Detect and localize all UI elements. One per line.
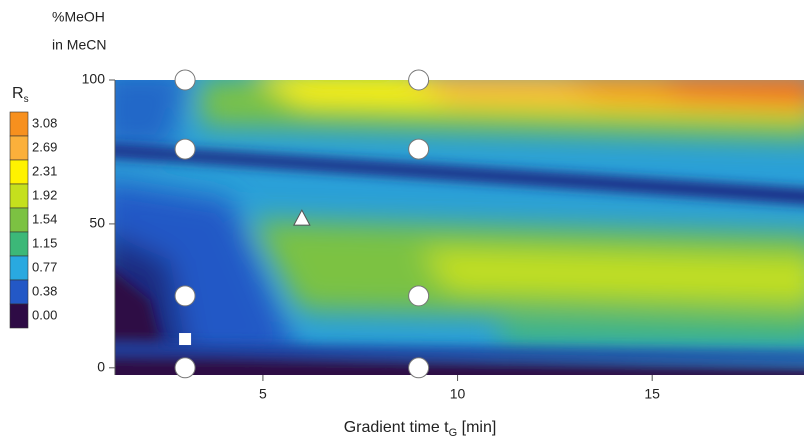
x-tick-label: 15: [644, 386, 660, 402]
colorbar-label: 0.38: [32, 283, 57, 298]
colorbar-label: 1.92: [32, 187, 57, 202]
point: [293, 209, 311, 226]
heatmap: [115, 80, 804, 375]
y-tick-label: 0: [97, 359, 105, 375]
colorbar-swatch: [9, 207, 29, 233]
point: [408, 138, 430, 160]
colorbar-swatch: [9, 159, 29, 185]
point: [174, 357, 196, 379]
y-axis-title: %MeOH: [52, 9, 105, 25]
colorbar-swatch: [9, 255, 29, 281]
colorbar-label: 2.31: [32, 163, 57, 178]
colorbar-swatch: [9, 135, 29, 161]
colorbar-swatch: [9, 231, 29, 257]
point: [408, 69, 430, 91]
colorbar-label: 1.15: [32, 235, 57, 250]
colorbar-label: 0.00: [32, 307, 57, 322]
point: [174, 285, 196, 307]
colorbar-title: Rs: [12, 85, 29, 104]
colorbar-swatch: [9, 183, 29, 209]
y-tick-label: 100: [82, 71, 106, 87]
colorbar-swatch: [9, 303, 29, 329]
colorbar-swatch: [9, 111, 29, 137]
colorbar-label: 2.69: [32, 139, 57, 154]
point: [174, 69, 196, 91]
colorbar-label: 3.08: [32, 115, 57, 130]
y-tick-label: 50: [89, 215, 105, 231]
point: [408, 357, 430, 379]
colorbar-label: 1.54: [32, 211, 57, 226]
point: [408, 285, 430, 307]
x-tick-label: 10: [450, 386, 466, 402]
point: [179, 333, 192, 346]
y-axis-title: in MeCN: [52, 37, 106, 53]
colorbar-swatch: [9, 279, 29, 305]
point: [174, 138, 196, 160]
x-axis-title: Gradient time tG [min]: [344, 419, 497, 439]
colorbar-label: 0.77: [32, 259, 57, 274]
x-tick-label: 5: [259, 386, 267, 402]
